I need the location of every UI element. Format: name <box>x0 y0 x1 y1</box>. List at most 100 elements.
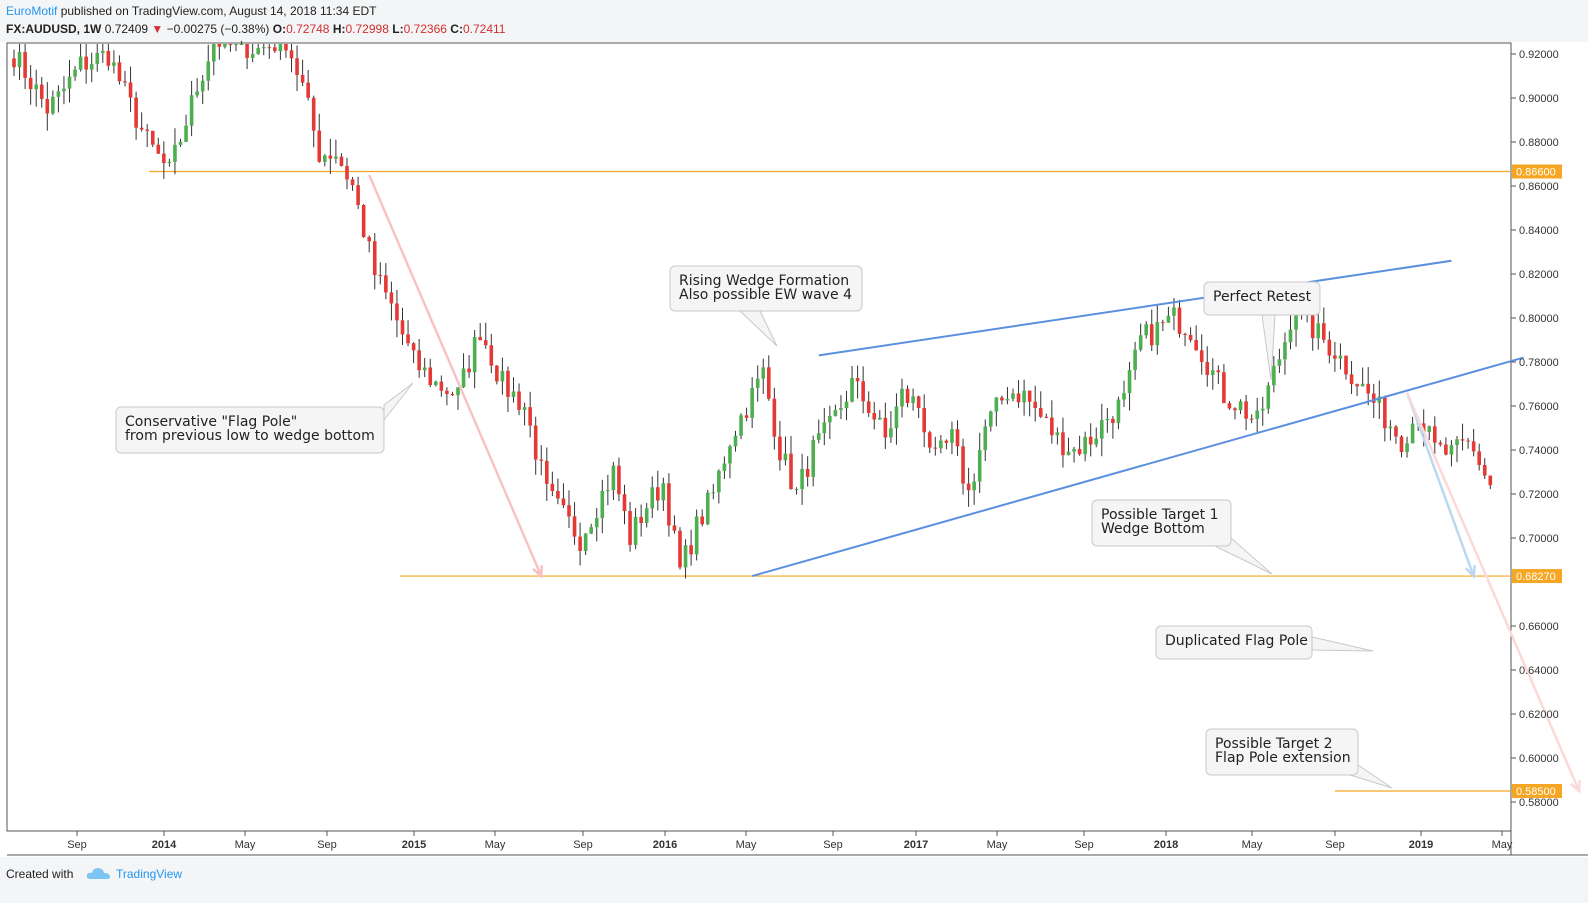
candle-body <box>295 58 299 75</box>
y-tick-label: 0.90000 <box>1519 93 1559 105</box>
y-tick-label: 0.64000 <box>1519 665 1559 677</box>
candle-body <box>572 516 577 537</box>
candle-body <box>1199 350 1204 362</box>
candle-body <box>1344 355 1348 375</box>
candle-body <box>117 62 122 82</box>
author-link[interactable]: EuroMotif <box>6 4 58 18</box>
price-level-label: 0.68270 <box>1516 571 1556 583</box>
publish-line: EuroMotif published on TradingView.com, … <box>6 4 376 18</box>
candle-body <box>1222 372 1226 404</box>
candle-body <box>1055 432 1060 436</box>
candle-body <box>728 446 732 464</box>
candle-body <box>139 127 144 130</box>
callout-text: Also possible EW wave 4 <box>679 287 852 303</box>
y-tick-label: 0.66000 <box>1519 621 1559 633</box>
candle-body <box>1205 361 1210 375</box>
candle-body <box>556 491 560 499</box>
callout-box <box>1155 625 1313 660</box>
candle-body <box>639 516 643 523</box>
candle-body <box>517 391 521 410</box>
candle-body <box>1266 385 1271 409</box>
candle-body <box>1488 475 1493 486</box>
callout-text: Possible Target 2 <box>1215 736 1333 752</box>
low-label: L: <box>392 22 404 36</box>
candle-body <box>1177 307 1182 334</box>
callout-box <box>1205 728 1359 776</box>
flag-pole-duplicate-arrowhead <box>1569 779 1581 794</box>
candle-body <box>1349 374 1354 385</box>
tradingview-cloud-icon[interactable] <box>86 865 112 881</box>
candle-body <box>78 56 83 70</box>
candle-body <box>1399 436 1404 453</box>
callout-text: Conservative "Flag Pole" <box>125 414 297 430</box>
candle-body <box>350 179 355 186</box>
candle-body <box>528 407 532 426</box>
candle-body <box>206 61 211 81</box>
x-tick-label: 2019 <box>1409 839 1433 851</box>
candle-body <box>1466 440 1470 442</box>
candle-body <box>495 365 499 382</box>
flag-pole-duplicate-line[interactable] <box>1405 392 1581 792</box>
flag-pole-arrowhead <box>532 565 543 579</box>
flag-pole-line[interactable] <box>368 174 543 577</box>
tradingview-link[interactable]: TradingView <box>116 867 183 881</box>
candle-body <box>567 505 571 517</box>
candle-body <box>45 98 50 114</box>
candle-body <box>733 435 738 447</box>
candle-body <box>744 415 749 418</box>
candle-body <box>1294 303 1298 330</box>
candle-body <box>245 44 249 58</box>
x-tick-label: 2014 <box>152 839 177 851</box>
candle-body <box>1338 355 1343 359</box>
candle-body <box>345 166 349 180</box>
x-tick-label: Sep <box>1074 839 1094 851</box>
candle-body <box>223 44 227 47</box>
candle-body <box>51 96 55 114</box>
candle-body <box>239 44 244 45</box>
candle-body <box>289 50 294 59</box>
candle-body <box>1377 396 1382 403</box>
candle-body <box>173 144 177 162</box>
candle-body <box>1427 426 1432 433</box>
candle-body <box>134 97 138 128</box>
candle-body <box>145 129 149 131</box>
candle-body <box>789 453 793 490</box>
target1-projection-line[interactable] <box>1405 392 1475 577</box>
candle-body <box>1316 323 1321 339</box>
candle-body <box>783 453 788 461</box>
low-value: 0.72366 <box>403 22 447 36</box>
conservative-flag-pole-callout[interactable]: Conservative "Flag Pole"from previous lo… <box>115 382 414 454</box>
candle-body <box>428 367 433 386</box>
candle-body <box>411 343 416 351</box>
candle-body <box>1366 383 1370 394</box>
candle-body <box>356 185 360 205</box>
candle-body <box>872 413 877 420</box>
candle-body <box>1283 342 1287 360</box>
callout-text: Possible Target 1 <box>1101 507 1219 523</box>
wedge-lower-line[interactable] <box>751 356 1524 578</box>
candle-body <box>439 381 444 391</box>
candle-body <box>1477 451 1481 466</box>
candle-body <box>522 407 527 410</box>
perfect-retest-callout[interactable]: Perfect Retest <box>1203 281 1321 381</box>
candle-body <box>983 426 988 451</box>
price-level-tag <box>1512 164 1562 179</box>
candle-body <box>456 387 460 396</box>
wedge-upper-line[interactable] <box>818 259 1452 357</box>
y-tick-label: 0.78000 <box>1519 357 1559 369</box>
candle-body <box>162 153 166 164</box>
x-tick-label: May <box>235 839 256 851</box>
candle-body <box>1050 417 1054 436</box>
created-with-label: Created with <box>6 867 74 881</box>
candle-body <box>550 483 555 492</box>
duplicated-flag-pole-callout[interactable]: Duplicated Flag Pole <box>1155 625 1374 660</box>
candle-body <box>1161 322 1165 324</box>
candle-body <box>1149 324 1154 346</box>
y-tick-label: 0.92000 <box>1519 49 1559 61</box>
candle-body <box>34 84 38 90</box>
callout-box <box>669 265 863 312</box>
